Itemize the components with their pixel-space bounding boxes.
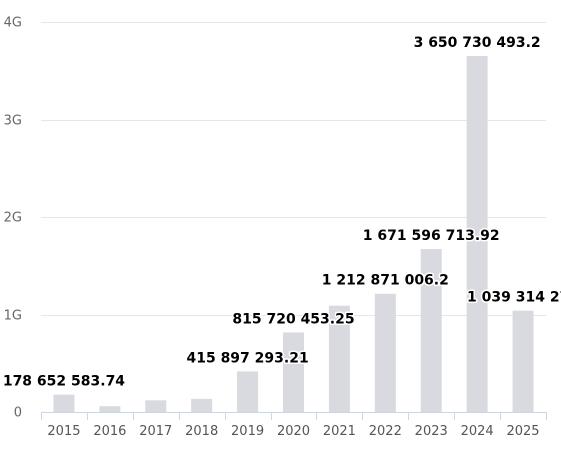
data-label: 1 671 596 713.92: [363, 228, 500, 244]
data-label: 1 212 871 006.2: [322, 273, 449, 289]
x-tick-label: 2022: [369, 424, 402, 439]
bar: [512, 310, 534, 412]
bar: [420, 249, 442, 412]
data-label: 1 039 314 273: [467, 290, 561, 306]
data-label: 415 897 293.21: [186, 350, 308, 366]
y-tick-label: 0: [14, 406, 22, 421]
data-label: 178 652 583.74: [3, 374, 125, 390]
data-label: 815 720 453.25: [232, 311, 354, 327]
x-tick-label: 2024: [461, 424, 494, 439]
bar: [374, 293, 396, 412]
y-tick-label: 1G: [4, 309, 22, 324]
bar: [283, 332, 304, 412]
y-tick-label: 4G: [4, 16, 22, 31]
x-tick-label: 2021: [323, 424, 356, 439]
data-label: 3 650 730 493.2: [414, 35, 541, 51]
x-tick-label: 2017: [139, 424, 172, 439]
bar: [53, 394, 75, 412]
bar: [466, 56, 488, 413]
bar: [328, 305, 350, 412]
x-tick-label: 2016: [93, 424, 126, 439]
x-tick-label: 2018: [185, 424, 218, 439]
x-tick-label: 2020: [277, 424, 310, 439]
bar: [191, 398, 213, 412]
bar: [99, 406, 121, 412]
x-tick-label: 2023: [415, 424, 448, 439]
x-tick-label: 2015: [47, 424, 80, 439]
y-tick-label: 2G: [4, 211, 22, 226]
x-tick-label: 2025: [506, 424, 539, 439]
bar: [237, 371, 259, 412]
bar: [145, 400, 167, 412]
x-tick-label: 2019: [231, 424, 264, 439]
y-tick-label: 3G: [4, 114, 22, 129]
